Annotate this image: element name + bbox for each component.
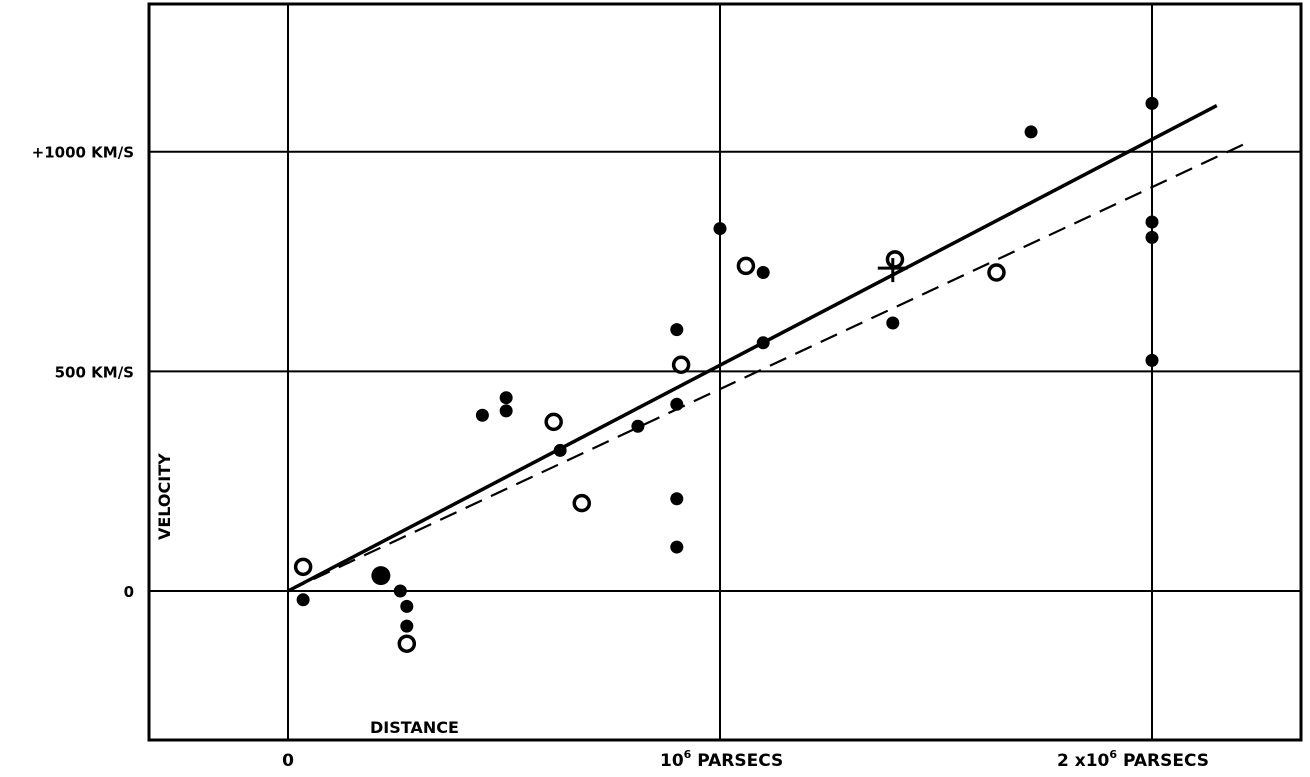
filled-point (1145, 353, 1159, 367)
filled-point (670, 492, 684, 506)
open-point (293, 557, 313, 577)
data-points (293, 96, 1159, 653)
x-tick-label: 0 (282, 751, 294, 771)
fit-line-solid (287, 104, 1218, 593)
y-tick-label: 0 (124, 583, 134, 601)
filled-point (1145, 215, 1159, 229)
filled-point (670, 323, 684, 337)
filled-point (1024, 125, 1038, 139)
filled-point (1145, 230, 1159, 244)
open-point (885, 250, 905, 269)
y-tick-label: 500 KM/S (55, 363, 134, 381)
filled-point (670, 540, 684, 554)
grid (149, 4, 1301, 740)
y-axis-label: VELOCITY (155, 453, 174, 540)
x-tick-label: 2 x106 PARSECS (1057, 748, 1209, 771)
filled-point (1145, 96, 1159, 110)
filled-point (670, 397, 684, 411)
large-filled-point (371, 566, 391, 586)
open-point (397, 634, 417, 653)
filled-point (499, 404, 513, 418)
x-tick-label: 106 PARSECS (660, 748, 783, 771)
x-axis-label: DISTANCE (370, 718, 459, 737)
filled-point (400, 619, 414, 633)
filled-point (400, 599, 414, 613)
filled-point (631, 419, 645, 433)
y-tick-label: +1000 KM/S (32, 144, 134, 162)
filled-point (553, 443, 567, 457)
open-point (736, 256, 756, 276)
open-point (671, 355, 691, 375)
filled-point (886, 316, 900, 330)
fit-line-dashed (287, 139, 1252, 592)
filled-point (393, 584, 407, 598)
filled-point (756, 336, 770, 350)
filled-point (475, 408, 489, 422)
open-point (544, 412, 563, 432)
filled-point (296, 593, 310, 607)
open-point (987, 263, 1006, 282)
tick-labels: 0 500 KM/S +1000 KM/S 0 106 PARSECS 2 x106 PA… (32, 144, 1209, 771)
filled-point (756, 266, 770, 280)
fit-lines (287, 104, 1252, 593)
filled-point (713, 222, 727, 236)
filled-point (499, 391, 513, 405)
open-point (572, 493, 592, 513)
